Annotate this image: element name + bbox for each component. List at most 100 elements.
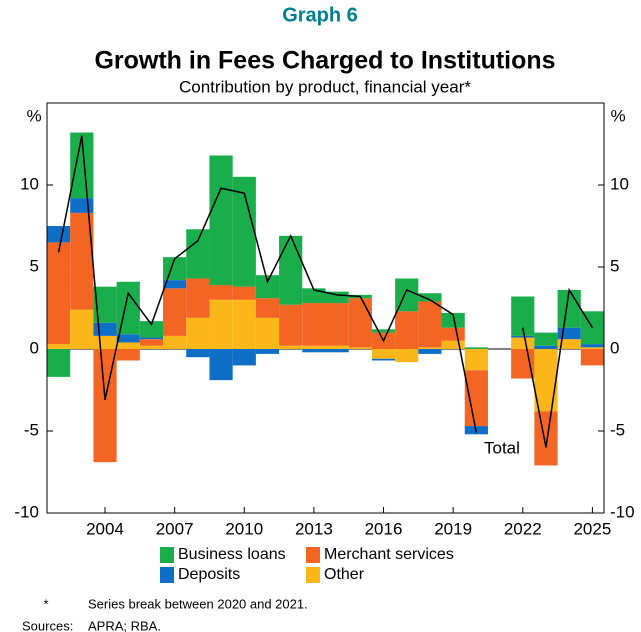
bar-segment xyxy=(255,349,280,354)
bar-segment xyxy=(557,327,581,340)
legend-label: Merchant services xyxy=(324,546,454,563)
chart-kicker: Graph 6 xyxy=(282,4,358,26)
bar-segment xyxy=(163,335,187,349)
bar-segment xyxy=(371,349,396,359)
bar-segment xyxy=(186,317,210,349)
bar-segment xyxy=(70,198,94,213)
y2-tick-label: -10 xyxy=(610,502,635,521)
bar-segment xyxy=(580,344,604,348)
bar-segment xyxy=(139,339,164,346)
bar-segment xyxy=(93,335,117,349)
bar-segment xyxy=(441,327,465,341)
bar-segment xyxy=(511,335,535,338)
bar-segment xyxy=(302,303,326,346)
bar-segment xyxy=(232,286,256,300)
bar-segment xyxy=(209,299,233,349)
bar-segment xyxy=(325,291,349,304)
bar-segment xyxy=(534,345,558,349)
bar-segment xyxy=(418,349,442,354)
bar-segment xyxy=(163,280,187,289)
bar-segment xyxy=(186,278,210,318)
y-tick-label: -5 xyxy=(24,420,39,439)
bar-segment xyxy=(302,349,326,353)
y2-tick-label: -5 xyxy=(610,420,625,439)
bar-segment xyxy=(232,349,256,366)
bar-segment xyxy=(325,349,349,353)
bar-segment xyxy=(232,299,256,349)
bar-segment xyxy=(255,298,280,318)
sources-label: Sources: xyxy=(22,618,73,632)
x-tick-label: 2013 xyxy=(295,519,333,538)
total-line xyxy=(57,135,594,448)
bar-segment xyxy=(464,347,488,349)
bar-segment xyxy=(279,235,303,305)
y2-unit: % xyxy=(610,106,625,125)
bar-segment xyxy=(93,349,117,463)
bar-segment xyxy=(371,329,396,333)
bar-segment xyxy=(209,155,233,286)
bar-segment xyxy=(209,349,233,381)
chart-title: Growth in Fees Charged to Institutions xyxy=(94,47,555,75)
bar-segment xyxy=(325,303,349,346)
legend-label: Business loans xyxy=(178,546,286,563)
y-tick-label: 5 xyxy=(30,256,39,275)
bar-segment xyxy=(116,342,140,349)
bar-segment xyxy=(70,132,94,199)
bar-segment xyxy=(511,296,535,336)
y-tick-label: 0 xyxy=(30,338,39,357)
x-tick-label: 2019 xyxy=(434,519,472,538)
bar-segment xyxy=(47,242,71,345)
bar-segment xyxy=(116,349,140,361)
bar-segment xyxy=(186,349,210,358)
bar-segment xyxy=(209,285,233,300)
bar-segment xyxy=(186,229,210,279)
bar-segment xyxy=(534,332,558,346)
bar-segment xyxy=(47,349,71,377)
chart-subtitle: Contribution by product, financial year* xyxy=(179,77,471,96)
bar-segment xyxy=(348,298,372,348)
bar-segment xyxy=(580,347,604,349)
legend-swatch xyxy=(160,567,174,583)
bar-segment xyxy=(534,411,558,466)
bar-segment xyxy=(116,334,140,343)
bar-segment xyxy=(279,345,303,349)
bar-segment xyxy=(255,317,280,349)
y2-tick-label: 0 xyxy=(610,338,619,357)
bar-segment xyxy=(441,312,465,328)
bar-segment xyxy=(441,340,465,349)
bar-segment xyxy=(464,370,488,427)
bar-segment xyxy=(511,349,535,379)
bar-segment xyxy=(348,347,372,349)
bar-segment xyxy=(511,337,535,349)
footnote: Series break between 2020 and 2021. xyxy=(88,596,308,611)
bar-segment xyxy=(93,322,117,336)
x-tick-label: 2022 xyxy=(504,519,542,538)
bar-segment xyxy=(464,349,488,371)
y-unit: % xyxy=(26,106,41,125)
x-tick-label: 2025 xyxy=(573,519,611,538)
y2-tick-label: 10 xyxy=(610,174,629,193)
bar-segment xyxy=(302,345,326,349)
bar-segment xyxy=(418,347,442,349)
bar-segment xyxy=(325,345,349,349)
x-tick-label: 2016 xyxy=(365,519,403,538)
legend-label: Other xyxy=(324,566,365,583)
sources: APRA; RBA. xyxy=(88,618,161,632)
bar-segment xyxy=(116,281,140,335)
bar-segment xyxy=(139,321,164,338)
bar-segment xyxy=(395,349,419,363)
x-tick-label: 2004 xyxy=(86,519,124,538)
bar-segment xyxy=(580,311,604,345)
bar-segment xyxy=(580,349,604,366)
footnote-marker: * xyxy=(43,596,48,611)
bar-segment xyxy=(70,309,94,349)
bar-segment xyxy=(163,288,187,336)
bar-segment xyxy=(70,212,94,310)
bar-segment xyxy=(232,176,256,287)
legend-swatch xyxy=(306,567,320,583)
y-tick-label: -10 xyxy=(14,502,39,521)
bar-segment xyxy=(371,358,396,361)
bar-segment xyxy=(557,339,581,349)
bar-segment xyxy=(139,337,164,340)
